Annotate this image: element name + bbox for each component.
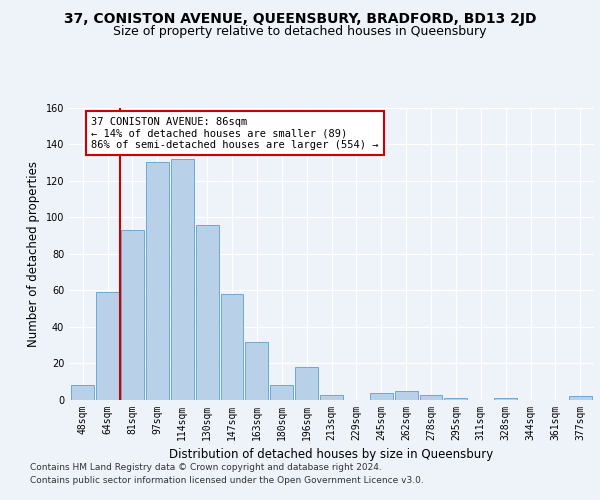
Text: Size of property relative to detached houses in Queensbury: Size of property relative to detached ho… bbox=[113, 25, 487, 38]
Bar bbox=[221, 294, 244, 400]
Bar bbox=[370, 392, 393, 400]
Bar bbox=[445, 398, 467, 400]
Y-axis label: Number of detached properties: Number of detached properties bbox=[27, 161, 40, 347]
Bar bbox=[295, 367, 318, 400]
X-axis label: Distribution of detached houses by size in Queensbury: Distribution of detached houses by size … bbox=[169, 448, 494, 462]
Bar bbox=[270, 386, 293, 400]
Text: Contains public sector information licensed under the Open Government Licence v3: Contains public sector information licen… bbox=[30, 476, 424, 485]
Bar bbox=[419, 394, 442, 400]
Bar bbox=[71, 386, 94, 400]
Bar bbox=[146, 162, 169, 400]
Text: Contains HM Land Registry data © Crown copyright and database right 2024.: Contains HM Land Registry data © Crown c… bbox=[30, 462, 382, 471]
Bar bbox=[569, 396, 592, 400]
Bar bbox=[245, 342, 268, 400]
Bar bbox=[395, 391, 418, 400]
Bar bbox=[494, 398, 517, 400]
Bar bbox=[96, 292, 119, 400]
Bar bbox=[196, 224, 218, 400]
Text: 37, CONISTON AVENUE, QUEENSBURY, BRADFORD, BD13 2JD: 37, CONISTON AVENUE, QUEENSBURY, BRADFOR… bbox=[64, 12, 536, 26]
Bar bbox=[121, 230, 144, 400]
Bar bbox=[171, 158, 194, 400]
Text: 37 CONISTON AVENUE: 86sqm
← 14% of detached houses are smaller (89)
86% of semi-: 37 CONISTON AVENUE: 86sqm ← 14% of detac… bbox=[91, 116, 379, 150]
Bar bbox=[320, 394, 343, 400]
